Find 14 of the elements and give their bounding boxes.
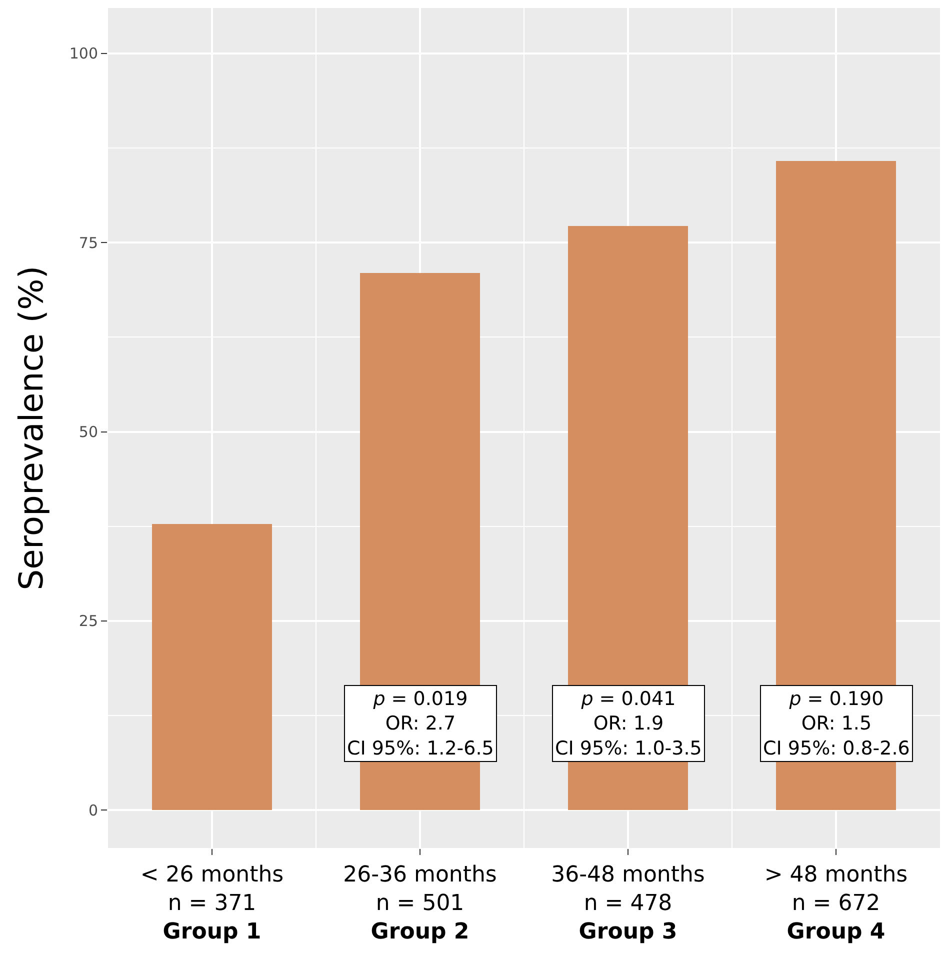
y-tick-label: 0 (88, 801, 98, 820)
y-tick-label: 25 (78, 612, 98, 630)
bar (152, 524, 272, 810)
y-tick-label: 50 (78, 423, 98, 442)
y-axis-title: Seroprevalence (%) (11, 266, 50, 590)
annotation: p = 0.190 OR: 1.5 CI 95%: 0.8-2.6 (763, 688, 910, 760)
annotation: p = 0.019 OR: 2.7 CI 95%: 1.2-6.5 (347, 688, 494, 760)
x-tick-label: 36-48 months n = 478 Group 3 (551, 862, 705, 945)
y-tick-label: 100 (69, 44, 98, 63)
x-tick-label: 26-36 months n = 501 Group 2 (343, 862, 497, 945)
y-tick-label: 75 (78, 234, 98, 252)
annotation: p = 0.041 OR: 1.9 CI 95%: 1.0-3.5 (555, 688, 702, 760)
x-tick-label: > 48 months n = 672 Group 4 (764, 862, 908, 945)
x-tick-label: < 26 months n = 371 Group 1 (140, 862, 284, 945)
